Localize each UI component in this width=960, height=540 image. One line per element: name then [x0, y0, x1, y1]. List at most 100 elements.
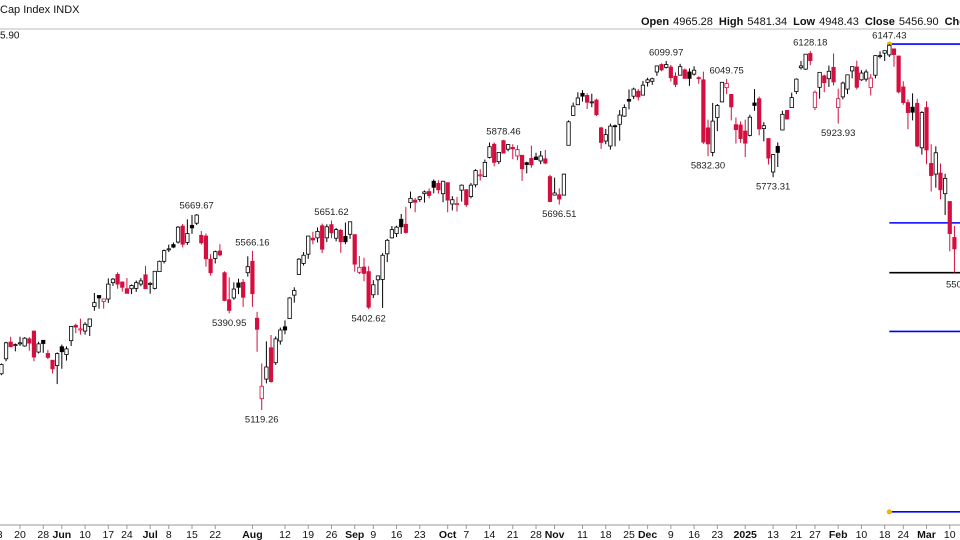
candle-body [622, 107, 627, 117]
candle-body [380, 254, 385, 280]
candle-body [636, 90, 641, 98]
candle-body [454, 203, 460, 206]
candle-body [696, 77, 701, 80]
candle-body [282, 326, 288, 331]
candle-body [245, 266, 250, 274]
candle-body [45, 353, 50, 358]
candle-body [213, 251, 218, 259]
candle-body [603, 134, 608, 142]
candle-body [124, 288, 130, 294]
candle-body [222, 272, 227, 301]
candle-body [440, 180, 446, 195]
x-tick-label: 18 [879, 529, 891, 540]
candle-body [924, 107, 929, 151]
candle-body [259, 385, 264, 400]
candle-body [162, 250, 167, 262]
x-tick-label: 14 [484, 529, 496, 540]
candle-body [273, 338, 278, 364]
candle-body [719, 81, 725, 103]
candle-body [780, 113, 785, 131]
candle-body [487, 146, 492, 158]
candle-body [747, 116, 752, 136]
candle-body [171, 244, 176, 248]
candle-body [743, 130, 748, 144]
candle-body [22, 337, 27, 347]
candle-body [347, 221, 353, 235]
price-annotation: 5923.93 [821, 128, 855, 139]
price-annotation: 6049.75 [709, 65, 743, 76]
x-tick-label: 21 [791, 529, 803, 540]
candle-body [608, 125, 613, 147]
candle-body [752, 102, 757, 106]
x-tick-label: 15 [186, 529, 198, 540]
candle-body [301, 254, 306, 264]
candle-body [673, 75, 678, 85]
candle-body [919, 112, 924, 149]
candle-body [557, 194, 562, 200]
candle-body [901, 86, 906, 103]
candle-body [17, 342, 23, 345]
x-tick-label: 26 [326, 529, 338, 540]
candle-body [877, 55, 883, 58]
candle-body [812, 91, 818, 108]
partial-label: 550 [946, 280, 960, 291]
candle-body [180, 225, 185, 245]
quote-value: 5481.34 [747, 16, 787, 28]
candle-body [361, 266, 367, 274]
x-tick-label: 21 [507, 529, 519, 540]
candle-body [561, 173, 567, 196]
candle-body [933, 152, 938, 175]
candle-body [189, 224, 195, 229]
candle-body [510, 147, 515, 150]
price-annotation: 5566.16 [235, 237, 269, 248]
x-tick-label: Oct [439, 529, 457, 540]
candle-body [585, 95, 590, 103]
candle-body [352, 234, 357, 265]
candle-body [278, 329, 283, 342]
candle-body [292, 290, 297, 296]
quote: Open 4965.28 High 5481.34 Low 4948.43 Close 545… [641, 16, 960, 28]
candle-body [789, 97, 794, 108]
x-tick-label: Dec [638, 529, 657, 540]
candle-body [738, 124, 743, 139]
candle-body [115, 274, 120, 285]
candle-body [612, 125, 618, 128]
candle-body [938, 172, 943, 191]
candle-body [208, 258, 213, 274]
x-tick-label: 24 [121, 529, 133, 540]
candle-body [887, 44, 892, 56]
x-tick-label: 13 [0, 529, 3, 540]
level-dot [886, 509, 892, 515]
candle-body [626, 98, 632, 102]
candle-body [836, 98, 841, 108]
candle-body [236, 282, 241, 288]
candle-body [896, 55, 901, 93]
candle-body [947, 201, 952, 234]
candle-body [617, 114, 622, 125]
candle-body [375, 275, 381, 281]
candle-body [320, 225, 325, 250]
candle-body [64, 348, 69, 355]
candle-body [645, 79, 650, 83]
x-tick-label: 9 [370, 529, 376, 540]
candle-body [868, 77, 873, 89]
candle-body [69, 326, 74, 342]
x-tick-label: 19 [302, 529, 314, 540]
candle-body [268, 347, 274, 382]
x-tick-label: 22 [209, 529, 221, 540]
candle-body [329, 224, 334, 234]
x-tick-label: 28 [37, 529, 49, 540]
candle-body [678, 66, 683, 76]
candle-body [129, 285, 134, 290]
price-annotation: 5773.31 [756, 182, 790, 193]
candle-body [357, 266, 362, 273]
candle-body [729, 94, 734, 108]
candle-body [31, 330, 37, 358]
candle-body [408, 197, 413, 203]
x-tick-label: 8 [166, 529, 172, 540]
candle-body [882, 50, 887, 54]
x-tick-label: 16 [688, 529, 700, 540]
candle-body [594, 99, 599, 116]
